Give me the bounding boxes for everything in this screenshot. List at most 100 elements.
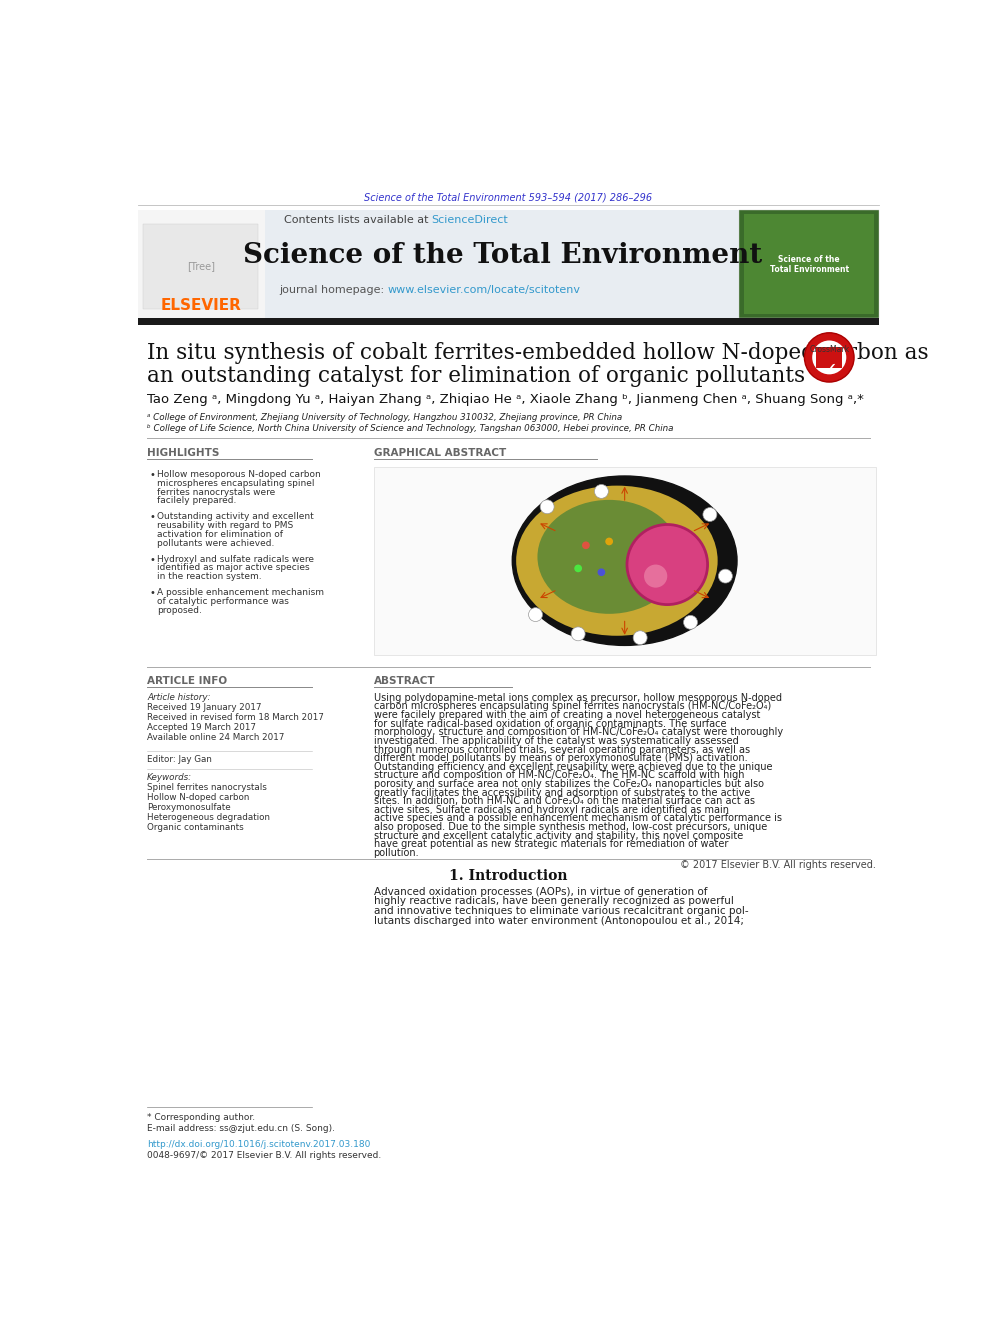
Text: Organic contaminants: Organic contaminants bbox=[147, 823, 244, 832]
Circle shape bbox=[683, 615, 697, 630]
Text: an outstanding catalyst for elimination of organic pollutants: an outstanding catalyst for elimination … bbox=[147, 365, 806, 386]
Text: ARTICLE INFO: ARTICLE INFO bbox=[147, 676, 227, 685]
Bar bbox=[265, 210, 739, 318]
Text: structure and excellent catalytic activity and stability, this novel composite: structure and excellent catalytic activi… bbox=[374, 831, 743, 840]
Text: Editor: Jay Gan: Editor: Jay Gan bbox=[147, 755, 212, 763]
Bar bbox=[816, 347, 842, 368]
Text: •: • bbox=[150, 470, 156, 480]
Circle shape bbox=[627, 524, 707, 605]
Text: proposed.: proposed. bbox=[158, 606, 202, 615]
Text: carbon microspheres encapsulating spinel ferrites nanocrystals (HM-NC/CoFe₂O₄): carbon microspheres encapsulating spinel… bbox=[374, 701, 771, 712]
Text: journal homepage:: journal homepage: bbox=[279, 284, 388, 295]
Bar bbox=[739, 210, 879, 318]
Text: Available online 24 March 2017: Available online 24 March 2017 bbox=[147, 733, 285, 742]
Text: •: • bbox=[150, 587, 156, 598]
Bar bbox=[138, 210, 265, 318]
Text: sites. In addition, both HM-NC and CoFe₂O₄ on the material surface can act as: sites. In addition, both HM-NC and CoFe₂… bbox=[374, 796, 755, 806]
Text: Article history:: Article history: bbox=[147, 693, 210, 703]
Text: different model pollutants by means of peroxymonosulfate (PMS) activation.: different model pollutants by means of p… bbox=[374, 753, 747, 763]
Text: ferrites nanocrystals were: ferrites nanocrystals were bbox=[158, 488, 276, 496]
Text: Outstanding efficiency and excellent reusability were achieved due to the unique: Outstanding efficiency and excellent reu… bbox=[374, 762, 772, 771]
Text: HIGHLIGHTS: HIGHLIGHTS bbox=[147, 448, 219, 458]
Text: Contents lists available at: Contents lists available at bbox=[284, 216, 432, 225]
Text: •: • bbox=[150, 512, 156, 523]
Text: highly reactive radicals, have been generally recognized as powerful: highly reactive radicals, have been gene… bbox=[374, 897, 733, 906]
Text: In situ synthesis of cobalt ferrites-embedded hollow N-doped carbon as: In situ synthesis of cobalt ferrites-emb… bbox=[147, 341, 929, 364]
Text: * Corresponding author.: * Corresponding author. bbox=[147, 1113, 255, 1122]
Text: ELSEVIER: ELSEVIER bbox=[161, 298, 241, 312]
Text: were facilely prepared with the aim of creating a novel heterogeneous catalyst: were facilely prepared with the aim of c… bbox=[374, 710, 760, 720]
Circle shape bbox=[703, 508, 717, 521]
Text: pollutants were achieved.: pollutants were achieved. bbox=[158, 538, 275, 548]
Text: in the reaction system.: in the reaction system. bbox=[158, 573, 262, 581]
Text: 0048-9697/© 2017 Elsevier B.V. All rights reserved.: 0048-9697/© 2017 Elsevier B.V. All right… bbox=[147, 1151, 382, 1160]
Text: pollution.: pollution. bbox=[374, 848, 420, 859]
Text: Science of the
Total Environment: Science of the Total Environment bbox=[770, 254, 849, 274]
Text: ✓: ✓ bbox=[821, 361, 837, 380]
Text: investigated. The applicability of the catalyst was systematically assessed: investigated. The applicability of the c… bbox=[374, 736, 738, 746]
Text: •: • bbox=[150, 554, 156, 565]
Text: A possible enhancement mechanism: A possible enhancement mechanism bbox=[158, 587, 324, 597]
Bar bbox=[138, 318, 879, 325]
Circle shape bbox=[812, 340, 846, 374]
Text: activation for elimination of: activation for elimination of bbox=[158, 531, 284, 538]
Text: of catalytic performance was: of catalytic performance was bbox=[158, 597, 290, 606]
Text: Spinel ferrites nanocrystals: Spinel ferrites nanocrystals bbox=[147, 783, 267, 792]
Text: active species and a possible enhancement mechanism of catalytic performance is: active species and a possible enhancemen… bbox=[374, 814, 782, 823]
Text: CrossMark: CrossMark bbox=[809, 345, 849, 355]
Text: structure and composition of HM-NC/CoFe₂O₄. The HM-NC scaffold with high: structure and composition of HM-NC/CoFe₂… bbox=[374, 770, 744, 781]
Circle shape bbox=[571, 627, 585, 640]
Circle shape bbox=[582, 541, 590, 549]
Text: active sites. Sulfate radicals and hydroxyl radicals are identified as main: active sites. Sulfate radicals and hydro… bbox=[374, 804, 728, 815]
Text: Tao Zeng ᵃ, Mingdong Yu ᵃ, Haiyan Zhang ᵃ, Zhiqiao He ᵃ, Xiaole Zhang ᵇ, Jianmen: Tao Zeng ᵃ, Mingdong Yu ᵃ, Haiyan Zhang … bbox=[147, 393, 864, 406]
Text: ᵃ College of Environment, Zhejiang University of Technology, Hangzhou 310032, Zh: ᵃ College of Environment, Zhejiang Unive… bbox=[147, 413, 623, 422]
Bar bbox=[374, 467, 876, 655]
Text: [Tree]: [Tree] bbox=[186, 262, 214, 271]
Text: facilely prepared.: facilely prepared. bbox=[158, 496, 237, 505]
Text: Peroxymonosulfate: Peroxymonosulfate bbox=[147, 803, 231, 812]
Text: lutants discharged into water environment (Antonopoulou et al., 2014;: lutants discharged into water environmen… bbox=[374, 916, 744, 926]
Text: Keywords:: Keywords: bbox=[147, 774, 192, 782]
Circle shape bbox=[529, 607, 543, 622]
Text: © 2017 Elsevier B.V. All rights reserved.: © 2017 Elsevier B.V. All rights reserved… bbox=[680, 860, 876, 869]
Text: 1. Introduction: 1. Introduction bbox=[449, 869, 567, 884]
Circle shape bbox=[805, 333, 854, 382]
Circle shape bbox=[605, 537, 613, 545]
Text: ᵇ College of Life Science, North China University of Science and Technology, Tan: ᵇ College of Life Science, North China U… bbox=[147, 423, 674, 433]
Text: have great potential as new strategic materials for remediation of water: have great potential as new strategic ma… bbox=[374, 839, 728, 849]
Text: Outstanding activity and excellent: Outstanding activity and excellent bbox=[158, 512, 314, 521]
Ellipse shape bbox=[538, 500, 681, 614]
Bar bbox=[744, 214, 874, 315]
Text: Science of the Total Environment 593–594 (2017) 286–296: Science of the Total Environment 593–594… bbox=[364, 192, 653, 202]
Text: Science of the Total Environment: Science of the Total Environment bbox=[243, 242, 762, 269]
Text: and innovative techniques to eliminate various recalcitrant organic pol-: and innovative techniques to eliminate v… bbox=[374, 906, 748, 916]
Circle shape bbox=[574, 565, 582, 573]
Text: www.elsevier.com/locate/scitotenv: www.elsevier.com/locate/scitotenv bbox=[388, 284, 580, 295]
Text: Hydroxyl and sulfate radicals were: Hydroxyl and sulfate radicals were bbox=[158, 554, 314, 564]
Text: identified as major active species: identified as major active species bbox=[158, 564, 310, 573]
Circle shape bbox=[633, 631, 647, 644]
Bar bbox=[144, 224, 258, 308]
Text: porosity and surface area not only stabilizes the CoFe₂O₄ nanoparticles but also: porosity and surface area not only stabi… bbox=[374, 779, 764, 789]
Text: Received in revised form 18 March 2017: Received in revised form 18 March 2017 bbox=[147, 713, 324, 722]
Ellipse shape bbox=[512, 476, 737, 646]
Ellipse shape bbox=[516, 486, 717, 636]
Text: Using polydopamine-metal ions complex as precursor, hollow mesoporous N-doped: Using polydopamine-metal ions complex as… bbox=[374, 693, 782, 703]
Text: Received 19 January 2017: Received 19 January 2017 bbox=[147, 704, 262, 712]
Text: Hollow N-doped carbon: Hollow N-doped carbon bbox=[147, 794, 250, 802]
Text: Accepted 19 March 2017: Accepted 19 March 2017 bbox=[147, 724, 256, 733]
Text: http://dx.doi.org/10.1016/j.scitotenv.2017.03.180: http://dx.doi.org/10.1016/j.scitotenv.20… bbox=[147, 1140, 371, 1148]
Circle shape bbox=[597, 569, 605, 576]
Text: for sulfate radical-based oxidation of organic contaminants. The surface: for sulfate radical-based oxidation of o… bbox=[374, 718, 726, 729]
Text: greatly facilitates the accessibility and adsorption of substrates to the active: greatly facilitates the accessibility an… bbox=[374, 787, 750, 798]
Text: ScienceDirect: ScienceDirect bbox=[432, 216, 509, 225]
Circle shape bbox=[644, 565, 668, 587]
Text: Heterogeneous degradation: Heterogeneous degradation bbox=[147, 814, 270, 823]
Text: also proposed. Due to the simple synthesis method, low-cost precursors, unique: also proposed. Due to the simple synthes… bbox=[374, 822, 767, 832]
Text: reusability with regard to PMS: reusability with regard to PMS bbox=[158, 521, 294, 531]
Text: morphology, structure and composition of HM-NC/CoFe₂O₄ catalyst were thoroughly: morphology, structure and composition of… bbox=[374, 728, 783, 737]
Circle shape bbox=[541, 500, 555, 513]
Text: Advanced oxidation processes (AOPs), in virtue of generation of: Advanced oxidation processes (AOPs), in … bbox=[374, 886, 707, 897]
Text: ABSTRACT: ABSTRACT bbox=[374, 676, 435, 685]
Text: GRAPHICAL ABSTRACT: GRAPHICAL ABSTRACT bbox=[374, 448, 506, 458]
